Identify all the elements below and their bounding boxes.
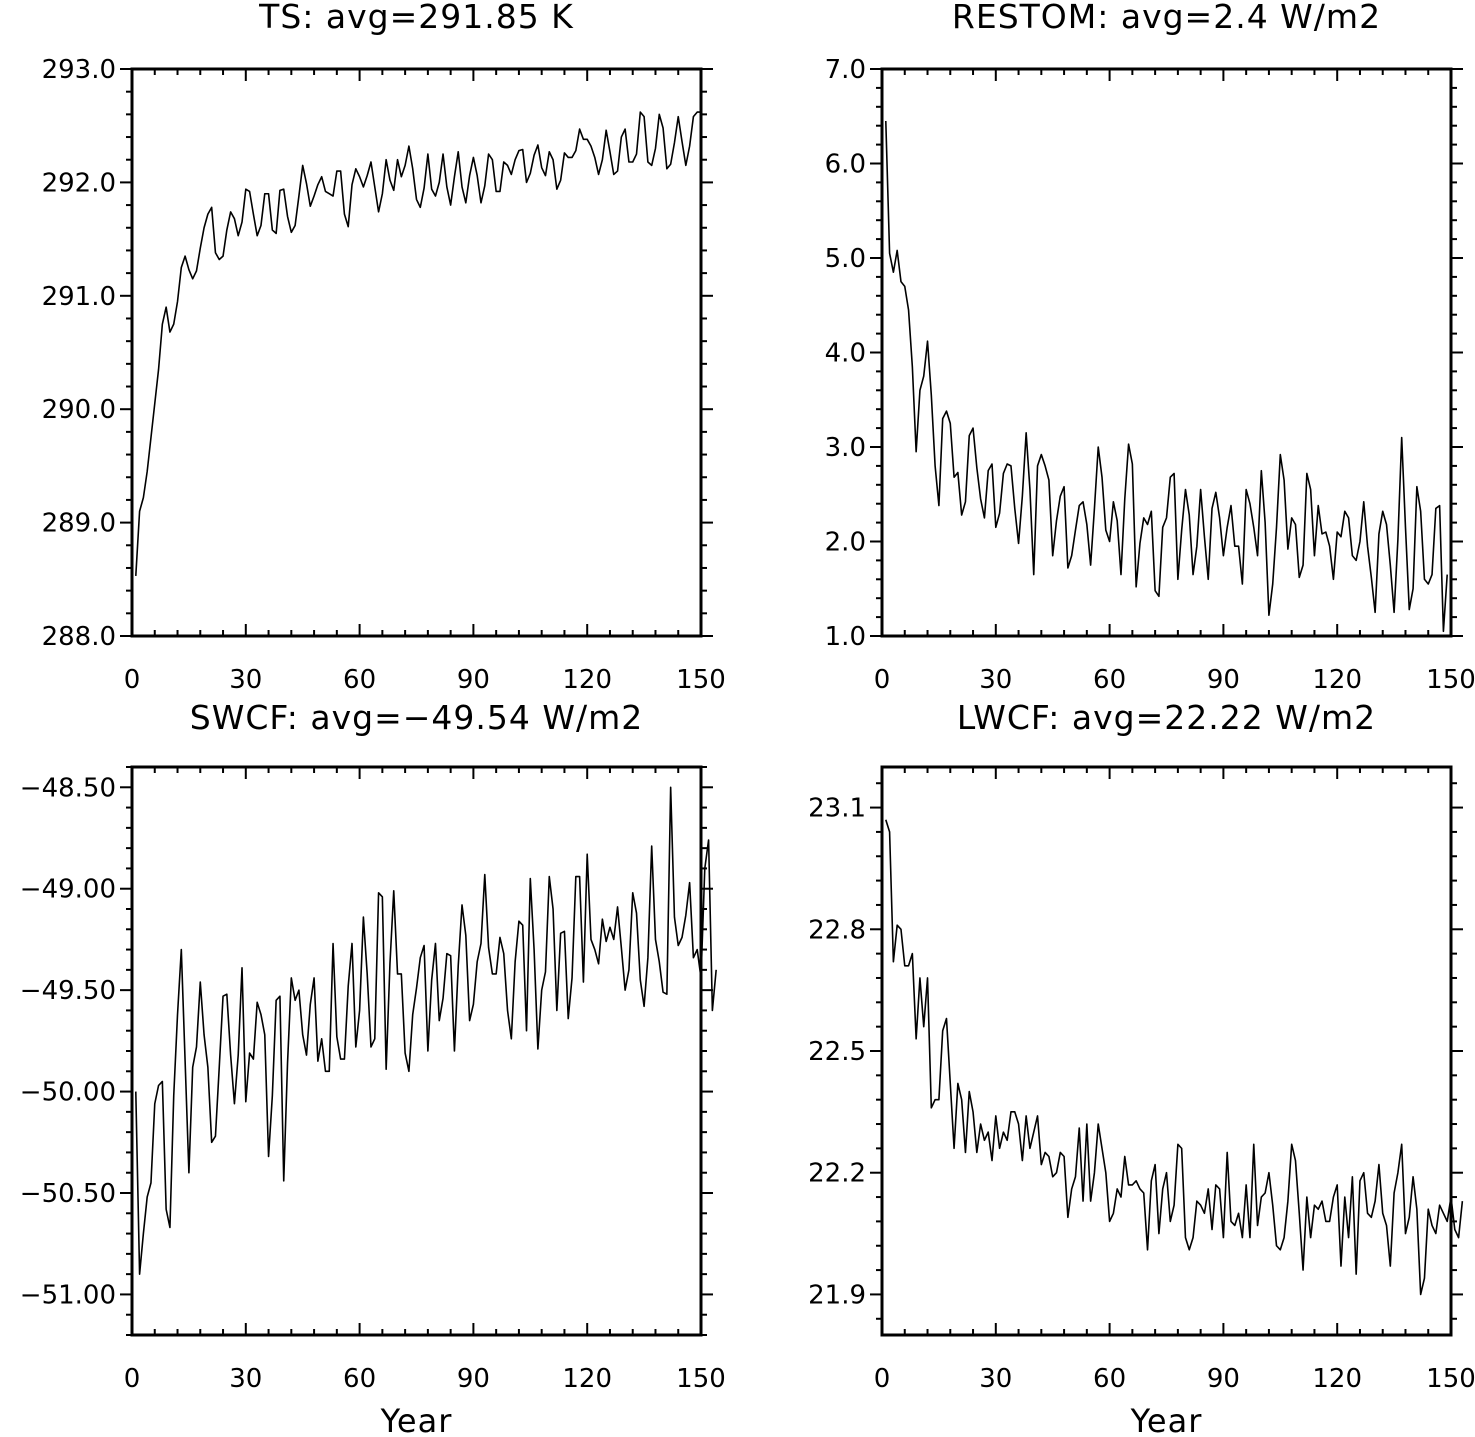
tick-marks bbox=[870, 68, 1463, 637]
y-tick-label: 3.0 bbox=[825, 433, 866, 463]
tick-marks bbox=[870, 767, 1463, 1335]
y-tick-label: 289.0 bbox=[42, 509, 116, 539]
y-tick-label: 21.9 bbox=[808, 1280, 866, 1310]
x-tick-label: 150 bbox=[1426, 665, 1475, 695]
chart-panel-lwcf: LWCF: avg=22.22 W/m2 0 30 60 90 120 150 21.9 22… bbox=[808, 698, 1475, 1437]
y-tick-label: 1.0 bbox=[825, 622, 866, 652]
x-tick-label: 30 bbox=[979, 1364, 1012, 1394]
x-tick-label: 30 bbox=[979, 665, 1012, 695]
x-tick-label: 30 bbox=[229, 1364, 262, 1394]
tick-labels: 0 30 60 90 120 150 288.0 289.0 290.0 291.0 292.0 29… bbox=[42, 55, 726, 695]
plot-frame bbox=[880, 67, 1453, 638]
x-tick-label: 60 bbox=[1093, 1364, 1126, 1394]
y-tick-label: −48.50 bbox=[20, 773, 116, 803]
x-tick-label: 0 bbox=[874, 665, 891, 695]
series-line-lwcf bbox=[885, 819, 1464, 1296]
y-tick-label: −49.00 bbox=[20, 875, 116, 905]
chart-panel-swcf: SWCF: avg=−49.54 W/m2 0 30 60 90 120 150 −51.0… bbox=[20, 698, 726, 1437]
tick-marks bbox=[120, 766, 713, 1336]
tick-labels: 0 30 60 90 120 150 −51.00 −50.50 −50.00 −49.50 −49… bbox=[20, 773, 726, 1394]
y-tick-label: 291.0 bbox=[42, 282, 116, 312]
x-tick-label: 90 bbox=[1207, 665, 1240, 695]
x-tick-label: 90 bbox=[457, 1364, 490, 1394]
x-tick-label: 60 bbox=[343, 665, 376, 695]
series-line-ts bbox=[134, 111, 701, 576]
plot-frame bbox=[130, 765, 703, 1337]
y-tick-label: 6.0 bbox=[825, 150, 866, 180]
y-tick-label: 22.8 bbox=[808, 915, 866, 945]
plot-frame bbox=[880, 765, 1453, 1337]
y-tick-label: −50.00 bbox=[20, 1078, 116, 1108]
x-tick-label: 120 bbox=[1312, 1364, 1362, 1394]
x-tick-label: 120 bbox=[1312, 665, 1362, 695]
y-tick-label: 22.5 bbox=[808, 1037, 866, 1067]
series-line-restom bbox=[884, 120, 1449, 633]
x-tick-label: 30 bbox=[229, 665, 262, 695]
y-tick-label: 4.0 bbox=[825, 339, 866, 369]
y-tick-label: −51.00 bbox=[20, 1280, 116, 1310]
y-tick-label: 23.1 bbox=[808, 794, 866, 824]
y-tick-label: 288.0 bbox=[42, 622, 116, 652]
y-tick-label: 292.0 bbox=[42, 168, 116, 198]
x-tick-label: 90 bbox=[457, 665, 490, 695]
x-tick-label: 150 bbox=[1426, 1364, 1475, 1394]
x-tick-label: 60 bbox=[1093, 665, 1126, 695]
x-tick-label: 90 bbox=[1207, 1364, 1240, 1394]
y-tick-label: 2.0 bbox=[825, 528, 866, 558]
tick-labels: 0 30 60 90 120 150 21.9 22.2 22.5 22.8 23.1 bbox=[808, 794, 1475, 1394]
x-tick-label: 120 bbox=[562, 1364, 612, 1394]
tick-labels: 0 30 60 90 120 150 1.0 2.0 3.0 4.0 5.0 6.0 7.0 bbox=[825, 55, 1475, 695]
chart-title: LWCF: avg=22.22 W/m2 bbox=[957, 698, 1376, 737]
y-tick-label: 7.0 bbox=[825, 55, 866, 85]
x-axis-label: Year bbox=[380, 1402, 453, 1437]
chart-panel-ts: TS: avg=291.85 K 0 30 60 90 120 150 288.0 289.0… bbox=[42, 0, 726, 695]
x-tick-label: 150 bbox=[676, 1364, 726, 1394]
y-tick-label: −50.50 bbox=[20, 1179, 116, 1209]
y-tick-label: −49.50 bbox=[20, 976, 116, 1006]
x-axis-label: Year bbox=[1130, 1402, 1203, 1437]
x-tick-label: 150 bbox=[676, 665, 726, 695]
x-tick-label: 0 bbox=[874, 1364, 891, 1394]
y-tick-label: 22.2 bbox=[808, 1159, 866, 1189]
plot-frame bbox=[130, 67, 703, 638]
chart-title: SWCF: avg=−49.54 W/m2 bbox=[190, 698, 644, 737]
chart-title: RESTOM: avg=2.4 W/m2 bbox=[952, 0, 1381, 36]
y-tick-label: 293.0 bbox=[42, 55, 116, 85]
chart-title: TS: avg=291.85 K bbox=[258, 0, 574, 36]
x-tick-label: 60 bbox=[343, 1364, 376, 1394]
x-tick-label: 0 bbox=[124, 1364, 141, 1394]
chart-panel-restom: RESTOM: avg=2.4 W/m2 0 30 60 90 120 150 1.0 2.0… bbox=[825, 0, 1475, 695]
tick-marks bbox=[120, 68, 713, 637]
y-tick-label: 290.0 bbox=[42, 395, 116, 425]
x-tick-label: 0 bbox=[124, 665, 141, 695]
y-tick-label: 5.0 bbox=[825, 244, 866, 274]
series-line-swcf bbox=[134, 786, 717, 1275]
x-tick-label: 120 bbox=[562, 665, 612, 695]
